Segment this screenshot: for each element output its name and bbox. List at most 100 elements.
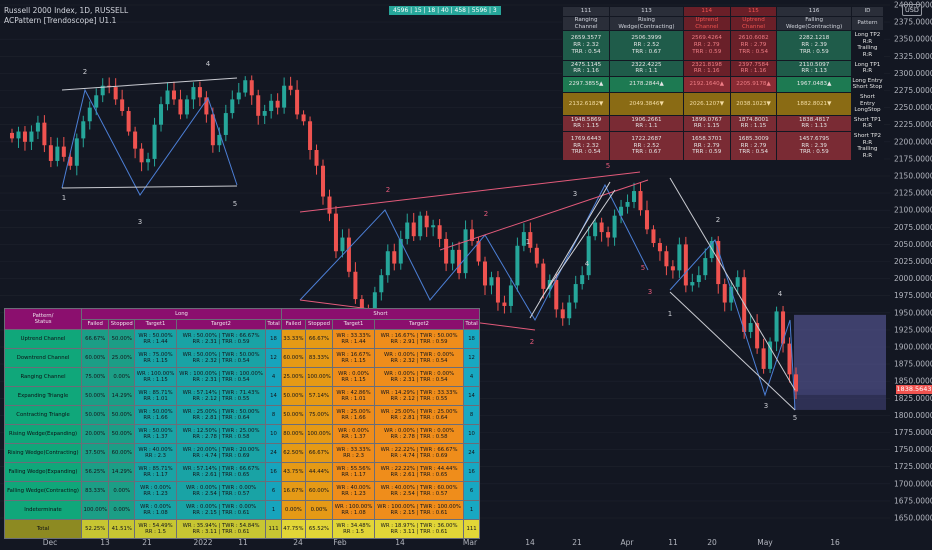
candle-body xyxy=(29,131,34,142)
candle-body xyxy=(133,131,138,149)
candle-body xyxy=(495,277,500,303)
candle xyxy=(690,273,695,292)
candle-body xyxy=(515,245,520,286)
candle xyxy=(508,277,513,313)
candle-body xyxy=(787,343,792,375)
candle-body xyxy=(68,156,73,166)
stats-cell: 50.00% xyxy=(108,329,136,349)
stats-cell: 8 xyxy=(463,405,480,425)
candle-body xyxy=(644,210,649,230)
candle-body xyxy=(210,114,215,146)
candle xyxy=(333,206,338,259)
candle-body xyxy=(74,138,79,166)
stats-cell: 8 xyxy=(265,405,282,425)
stats-group-header: Short xyxy=(280,308,481,320)
candle-body xyxy=(385,251,390,276)
x-tick-label: Dec xyxy=(43,538,58,547)
candle-body xyxy=(282,85,287,108)
stats-row-label: Downtrend Channel xyxy=(3,348,83,368)
candle-body xyxy=(359,299,364,310)
risk-table-cell: 1685.3009 RR : 2.79 TRR : 0.54 xyxy=(729,130,778,162)
candle xyxy=(463,220,468,279)
stats-cell: WR : 35.94% | TWR : 54.84% RR : 3.11 | T… xyxy=(175,519,267,539)
candle xyxy=(230,90,235,119)
stats-cell: 25.00% xyxy=(108,348,136,368)
candle xyxy=(716,236,721,294)
risk-table-header-cell: Uptrend Channel xyxy=(682,15,731,32)
candle-body xyxy=(729,286,734,303)
stats-cell: WR : 54.49% RR : 1.5 xyxy=(134,519,177,539)
pivot-label: 1 xyxy=(526,238,530,246)
risk-table-cell: 1874.8001 RR : 1.15 xyxy=(729,114,778,132)
stats-cell: 66.67% xyxy=(81,329,110,349)
stop-box xyxy=(794,389,886,410)
y-tick-label: 2225.0000 xyxy=(894,120,932,129)
stats-cell: WR : 57.14% | TWR : 71.43% RR : 2.12 | T… xyxy=(175,386,267,406)
stats-cell: 0.00% xyxy=(108,500,136,520)
candle-body xyxy=(677,244,682,271)
stats-cell: 100.00% xyxy=(304,424,334,444)
risk-table-header-cell: Ranging Channel xyxy=(561,15,611,32)
stats-cell: WR : 50.00% RR : 1.37 xyxy=(134,424,177,444)
y-tick-label: 2300.0000 xyxy=(894,69,932,78)
candle xyxy=(411,212,416,241)
candle xyxy=(320,159,326,205)
stats-cell: 25.00% xyxy=(280,367,306,387)
candle xyxy=(74,133,79,176)
candle-body xyxy=(269,100,274,112)
candle xyxy=(418,211,423,241)
candle-body xyxy=(217,134,222,146)
stats-cell: WR : 100.00% | TWR : 100.00% RR : 2.15 |… xyxy=(373,500,465,520)
candle xyxy=(165,82,170,111)
chart-title: Russell 2000 Index, 1D, RUSSELL xyxy=(4,6,129,15)
risk-table-cell: 2049.3846▼ xyxy=(609,91,684,116)
candle xyxy=(152,117,157,167)
y-tick-label: 2275.0000 xyxy=(894,86,932,95)
candle-body xyxy=(249,80,254,96)
risk-table-cell: 2192.1640▲ xyxy=(682,75,731,93)
candle-body xyxy=(256,95,261,116)
stats-row-label: Rising Wedge(Contracting) xyxy=(3,443,83,463)
candle xyxy=(392,243,397,271)
candle-body xyxy=(81,121,86,139)
candle xyxy=(625,194,630,214)
candle xyxy=(340,229,345,258)
stats-cell: 24 xyxy=(265,443,282,463)
candle-body xyxy=(61,146,66,157)
candle xyxy=(236,82,241,105)
currency-button[interactable]: USD xyxy=(902,4,922,16)
stats-cell: WR : 100.00% | TWR : 100.00% RR : 2.31 |… xyxy=(175,367,267,387)
stats-cell: 1 xyxy=(463,500,480,520)
x-tick-label: 11 xyxy=(238,538,248,547)
risk-table-header-cell: 115 xyxy=(729,6,778,17)
candle-body xyxy=(288,85,293,90)
stats-cell: 18 xyxy=(463,329,480,349)
candle xyxy=(586,226,591,280)
x-tick-label: 24 xyxy=(293,538,303,547)
stats-cell: WR : 55.56% RR : 1.17 xyxy=(332,462,375,482)
stats-cell: 100.00% xyxy=(304,367,334,387)
risk-table-row-label: Short TP1 R:R xyxy=(850,114,885,132)
y-tick-label: 2100.0000 xyxy=(894,206,932,215)
risk-table-header-cell: 111 xyxy=(561,6,611,17)
stats-cell: 12 xyxy=(265,348,282,368)
candle xyxy=(385,244,390,283)
stats-cell: 75.00% xyxy=(81,367,110,387)
stats-row-label: Uptrend Channel xyxy=(3,329,83,349)
candle xyxy=(593,218,598,241)
stats-cell: 16 xyxy=(265,462,282,482)
x-tick-label: Mar xyxy=(463,538,478,547)
stats-column-header: Target2 xyxy=(175,319,267,330)
candle xyxy=(68,152,73,170)
risk-table-cell: 2205.9178▲ xyxy=(729,75,778,93)
stats-cell: 60.00% xyxy=(304,481,334,501)
candle xyxy=(599,217,604,242)
y-tick-label: 1925.0000 xyxy=(894,325,932,334)
candle xyxy=(282,77,287,114)
candle xyxy=(210,107,215,153)
candle-body xyxy=(184,99,189,115)
risk-table-cell: 2397.7584 RR : 1.16 xyxy=(729,59,778,77)
candle xyxy=(703,248,708,280)
stats-cell: 0.00% xyxy=(304,500,334,520)
